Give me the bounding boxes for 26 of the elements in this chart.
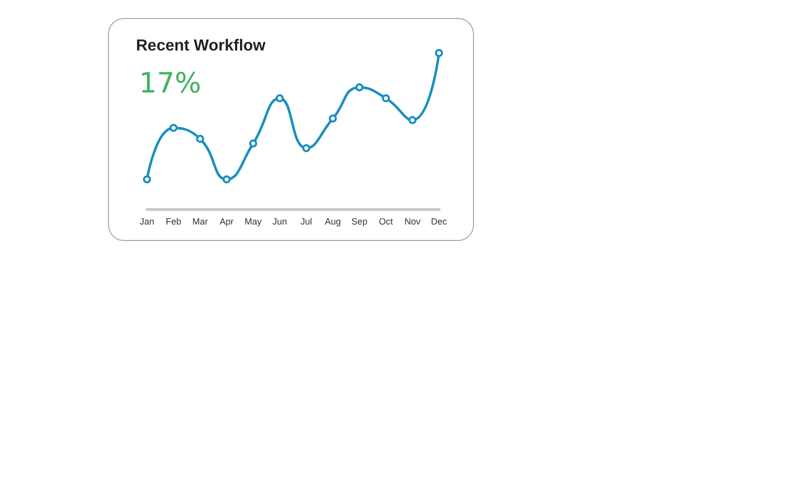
- x-tick-label: Apr: [220, 216, 234, 226]
- x-tick-label: Feb: [166, 216, 182, 226]
- point: [170, 124, 178, 132]
- point: [222, 175, 231, 184]
- x-tick-label: Mar: [192, 216, 208, 226]
- point: [249, 139, 258, 148]
- x-tick-label: Dec: [430, 216, 448, 226]
- x-tick-label: Jul: [300, 216, 312, 226]
- point: [435, 49, 443, 57]
- x-tick-label: Nov: [404, 216, 421, 226]
- x-tick-label: Jan: [140, 216, 154, 226]
- point: [143, 175, 151, 184]
- point: [302, 144, 310, 152]
- point: [196, 134, 204, 143]
- annotation: 17%: [139, 66, 202, 100]
- x-tick-label: Sep: [351, 216, 368, 226]
- point: [355, 83, 364, 92]
- chart-title: Recent Workflow: [136, 38, 266, 54]
- x-tick-label: Oct: [378, 216, 394, 226]
- point: [408, 116, 416, 124]
- x-tick-label: Jun: [272, 216, 287, 226]
- point: [382, 94, 390, 102]
- x-tick-label: Aug: [324, 216, 341, 226]
- point: [276, 94, 284, 102]
- x-tick-label: May: [244, 216, 262, 226]
- point: [328, 114, 337, 123]
